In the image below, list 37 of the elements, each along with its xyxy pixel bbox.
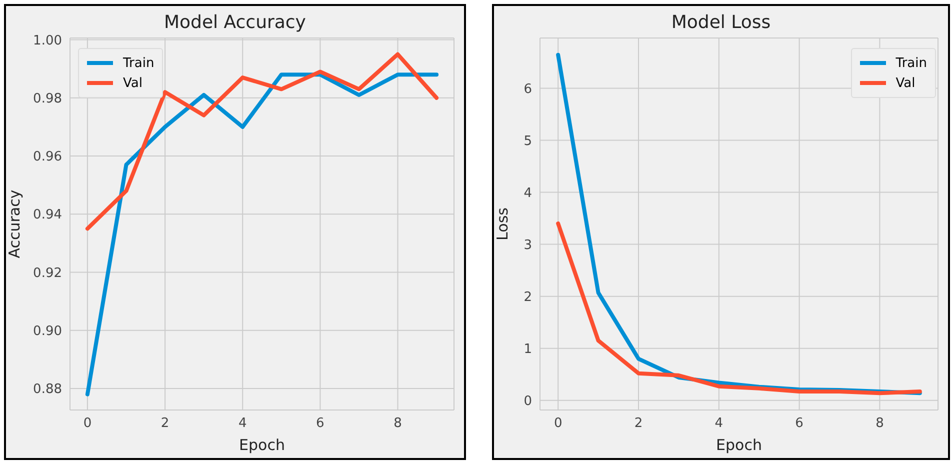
y-tick-label: 0.92 <box>33 266 62 281</box>
x-tick-label: 4 <box>714 416 724 432</box>
x-tick-label: 0 <box>83 416 92 432</box>
x-tick-label: 4 <box>238 416 247 432</box>
x-tick-label: 2 <box>634 416 643 432</box>
line-series <box>85 72 439 396</box>
line-series <box>85 52 439 231</box>
legend-label: Val <box>123 76 142 90</box>
x-tick-label: 6 <box>316 416 324 432</box>
y-tick-label: 0 <box>524 394 532 409</box>
x-tick-label: 6 <box>795 416 804 432</box>
y-tick-label: 0.90 <box>33 324 62 339</box>
y-tick-label: 0.88 <box>33 382 62 398</box>
y-tick-label: 0.98 <box>33 91 62 106</box>
legend-label: Train <box>896 56 927 70</box>
y-tick-label: 2 <box>524 290 532 305</box>
y-tick-label: 0.94 <box>33 208 62 223</box>
x-tick-label: 8 <box>394 416 402 432</box>
legend-label: Val <box>896 76 916 90</box>
y-tick-label: 6 <box>524 82 532 97</box>
line-series <box>556 221 922 396</box>
legend-label: Train <box>123 56 154 70</box>
y-tick-label: 1.00 <box>33 33 62 48</box>
x-tick-label: 8 <box>876 416 884 432</box>
x-tick-label: 0 <box>554 416 562 432</box>
y-axis-title: Loss <box>493 207 512 240</box>
y-tick-label: 1 <box>524 342 532 357</box>
chart-title: Model Loss <box>670 12 772 33</box>
y-tick-label: 0.96 <box>33 150 62 165</box>
chart-title: Model Accuracy <box>163 12 307 33</box>
y-tick-label: 5 <box>524 134 532 149</box>
x-axis-title: Epoch <box>239 436 285 454</box>
y-tick-label: 4 <box>524 186 532 201</box>
y-tick-label: 3 <box>524 238 532 253</box>
y-axis-title: Accuracy <box>5 190 24 258</box>
x-axis-title: Epoch <box>716 436 762 454</box>
x-tick-label: 2 <box>160 416 170 432</box>
